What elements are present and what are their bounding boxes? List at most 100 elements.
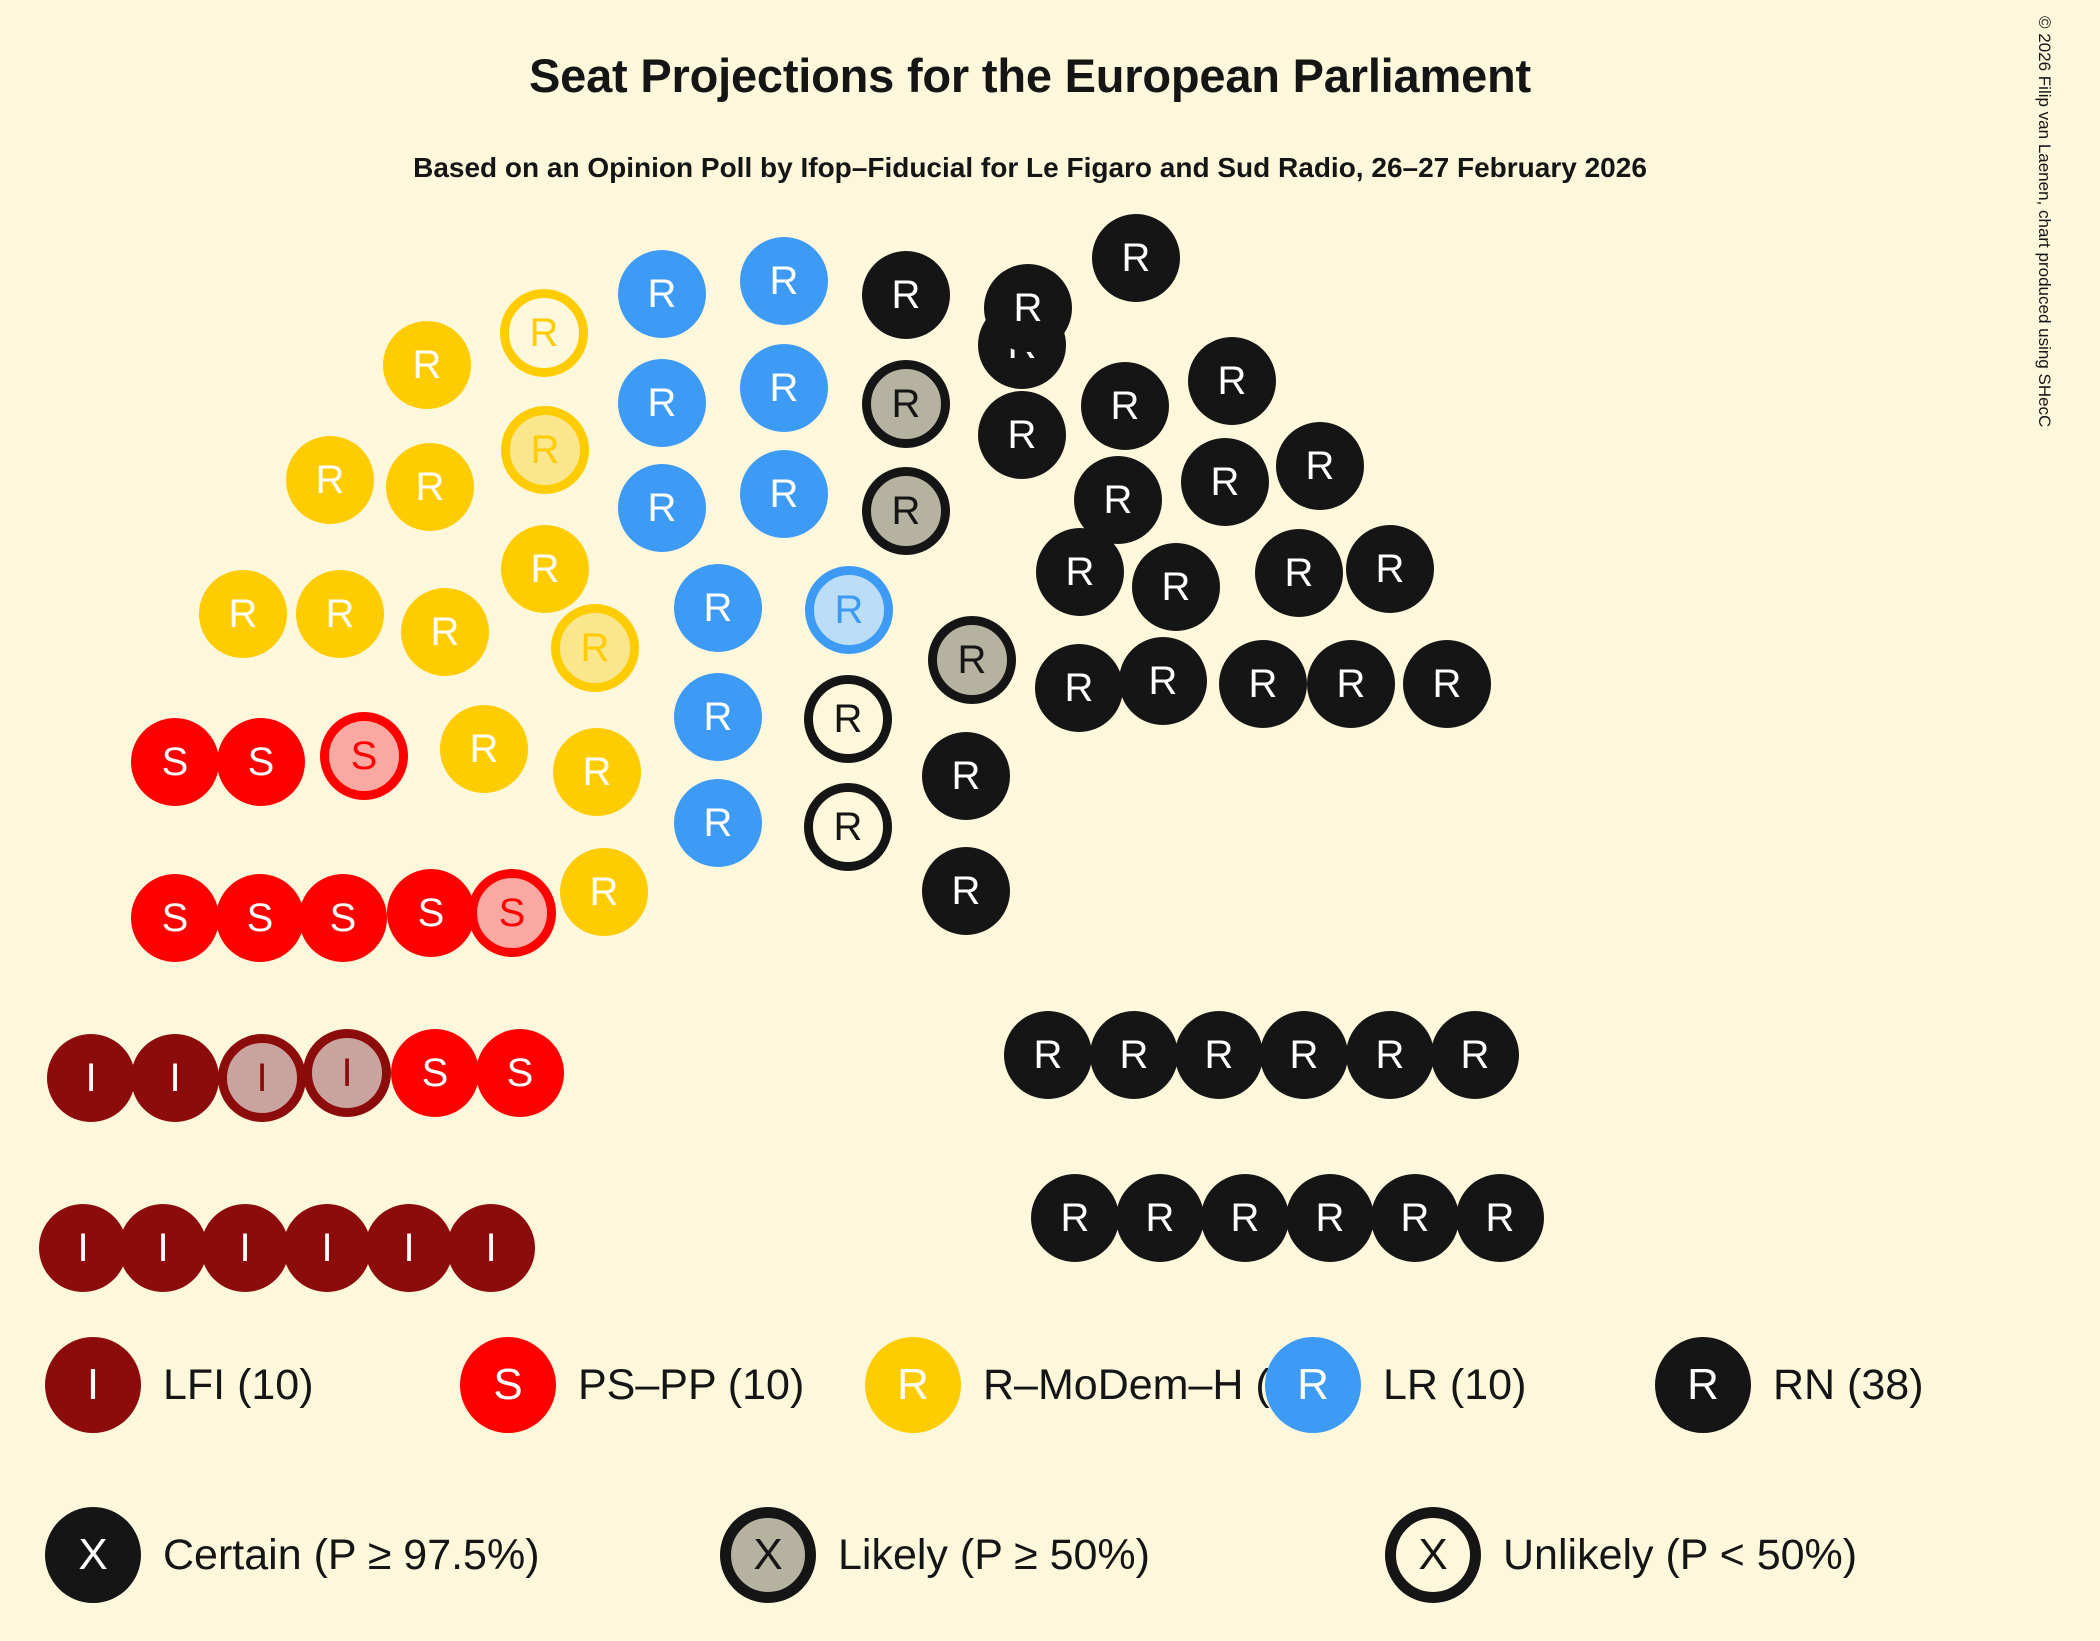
legend-swatch-ps: S bbox=[460, 1337, 556, 1433]
seat-ps-certain: S bbox=[217, 718, 305, 806]
seat-letter: R bbox=[647, 486, 677, 530]
seat-rn-certain: R bbox=[1456, 1174, 1544, 1262]
legend-swatch-unlikely: X bbox=[1385, 1507, 1481, 1603]
seat-lfi-certain: I bbox=[47, 1034, 135, 1122]
seat-modem-certain: R bbox=[199, 570, 287, 658]
seat-letter: R bbox=[1375, 547, 1405, 591]
seat-ps-certain: S bbox=[476, 1029, 564, 1117]
seat-letter: R bbox=[228, 592, 258, 636]
seat-modem-certain: R bbox=[383, 321, 471, 409]
copyright-text: © 2026 Filip van Laenen, chart produced … bbox=[2035, 16, 2054, 428]
legend-label-unlikely: Unlikely (P < 50%) bbox=[1503, 1530, 1858, 1579]
seat-modem-certain: R bbox=[401, 588, 489, 676]
seat-lr-likely: R bbox=[805, 566, 893, 654]
seat-modem-certain: R bbox=[386, 443, 474, 531]
seat-letter: I bbox=[85, 1056, 97, 1100]
seat-rn-unlikely: R bbox=[804, 783, 892, 871]
seat-letter: R bbox=[1315, 1196, 1345, 1240]
seat-rn-certain: R bbox=[1116, 1174, 1204, 1262]
seat-letter: R bbox=[1013, 286, 1043, 330]
seat-letter: R bbox=[1460, 1033, 1490, 1077]
seat-ps-certain: S bbox=[131, 874, 219, 962]
seat-rn-certain: R bbox=[1346, 1011, 1434, 1099]
seat-lfi-likely: I bbox=[303, 1029, 391, 1117]
seat-letter: R bbox=[1103, 478, 1133, 522]
seat-letter: R bbox=[769, 366, 799, 410]
legend-item-modem[interactable]: R R–MoDem–H (13) bbox=[865, 1330, 1332, 1440]
seat-rn-certain: R bbox=[1431, 1011, 1519, 1099]
seat-letter: R bbox=[1485, 1196, 1515, 1240]
seat-letter: S bbox=[506, 1051, 534, 1095]
seat-letter: R bbox=[469, 727, 499, 771]
seat-rn-certain: R bbox=[1201, 1174, 1289, 1262]
legend-swatch-likely: X bbox=[720, 1507, 816, 1603]
seat-letter: I bbox=[239, 1226, 251, 1270]
seat-lr-certain: R bbox=[740, 344, 828, 432]
seat-lfi-certain: I bbox=[447, 1204, 535, 1292]
seat-lfi-certain: I bbox=[201, 1204, 289, 1292]
seat-letter: I bbox=[169, 1056, 181, 1100]
seat-letter: R bbox=[1305, 444, 1335, 488]
seat-letter: R bbox=[891, 273, 921, 317]
seat-ps-likely: S bbox=[320, 712, 408, 800]
seat-letter: S bbox=[247, 740, 275, 784]
page-title: Seat Projections for the European Parlia… bbox=[529, 49, 1531, 102]
seat-ps-certain: S bbox=[216, 874, 304, 962]
seat-letter: R bbox=[1400, 1196, 1430, 1240]
legend-item-unlikely[interactable]: X Unlikely (P < 50%) bbox=[1385, 1500, 1857, 1610]
seat-lfi-certain: I bbox=[131, 1034, 219, 1122]
legend-swatch-letter: X bbox=[78, 1530, 108, 1579]
seat-letter: R bbox=[647, 272, 677, 316]
seat-lfi-certain: I bbox=[283, 1204, 371, 1292]
seat-rn-likely: R bbox=[862, 360, 950, 448]
seat-lr-certain: R bbox=[740, 450, 828, 538]
legend-item-certain[interactable]: X Certain (P ≥ 97.5%) bbox=[45, 1500, 540, 1610]
seat-rn-certain: R bbox=[1035, 644, 1123, 732]
legend-item-likely[interactable]: X Likely (P ≥ 50%) bbox=[720, 1500, 1150, 1610]
legend-item-lr[interactable]: R LR (10) bbox=[1265, 1330, 1526, 1440]
legend-item-ps[interactable]: S PS–PP (10) bbox=[460, 1330, 804, 1440]
seat-letter: S bbox=[161, 896, 189, 940]
seat-ps-likely: S bbox=[468, 869, 556, 957]
seat-lr-certain: R bbox=[674, 779, 762, 867]
seat-rn-certain: R bbox=[922, 732, 1010, 820]
seat-letter: R bbox=[415, 465, 445, 509]
seat-letter: R bbox=[951, 869, 981, 913]
legend-swatch-lfi: I bbox=[45, 1337, 141, 1433]
seat-letter: R bbox=[1065, 550, 1095, 594]
seat-lr-certain: R bbox=[740, 237, 828, 325]
seat-letter: I bbox=[77, 1226, 89, 1270]
seat-ps-certain: S bbox=[131, 718, 219, 806]
seat-modem-certain: R bbox=[501, 525, 589, 613]
legend-swatch-letter: R bbox=[1297, 1360, 1329, 1409]
probability-legend: X Certain (P ≥ 97.5%) X Likely (P ≥ 50%) X Un… bbox=[0, 1500, 2100, 1610]
legend-item-lfi[interactable]: I LFI (10) bbox=[45, 1330, 314, 1440]
seat-rn-certain: R bbox=[1307, 640, 1395, 728]
chart-subtitle: Based on an Opinion Poll by Ifop–Fiducia… bbox=[413, 152, 1647, 183]
legend-swatch-certain: X bbox=[45, 1507, 141, 1603]
seat-rn-certain: R bbox=[862, 251, 950, 339]
seat-letter: S bbox=[417, 891, 445, 935]
legend-label-ps: PS–PP (10) bbox=[578, 1360, 805, 1409]
seat-letter: I bbox=[341, 1051, 353, 1095]
seat-letter: R bbox=[315, 458, 345, 502]
seat-rn-certain: R bbox=[1255, 529, 1343, 617]
seat-letter: R bbox=[703, 801, 733, 845]
seat-letter: R bbox=[769, 472, 799, 516]
seat-letter: R bbox=[1230, 1196, 1260, 1240]
legend-swatch-letter: S bbox=[493, 1360, 523, 1409]
seat-letter: R bbox=[891, 382, 921, 426]
legend-swatch-letter: R bbox=[1687, 1360, 1719, 1409]
seat-modem-certain: R bbox=[560, 848, 648, 936]
legend-item-rn[interactable]: R RN (38) bbox=[1655, 1330, 1924, 1440]
legend-swatch-letter: R bbox=[897, 1360, 929, 1409]
seat-letter: I bbox=[403, 1226, 415, 1270]
seat-modem-unlikely: R bbox=[500, 289, 588, 377]
seat-lfi-certain: I bbox=[119, 1204, 207, 1292]
seat-letter: R bbox=[589, 870, 619, 914]
seat-rn-certain: R bbox=[1403, 640, 1491, 728]
seat-letter: I bbox=[256, 1056, 268, 1100]
seat-letter: S bbox=[498, 891, 526, 935]
seat-letter: R bbox=[530, 428, 560, 472]
